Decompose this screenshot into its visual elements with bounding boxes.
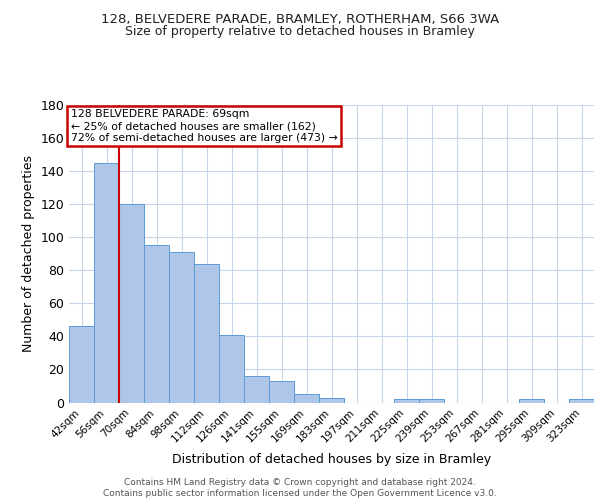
Text: Contains HM Land Registry data © Crown copyright and database right 2024.
Contai: Contains HM Land Registry data © Crown c… [103,478,497,498]
Bar [269,381,294,402]
Text: 128 BELVEDERE PARADE: 69sqm
← 25% of detached houses are smaller (162)
72% of se: 128 BELVEDERE PARADE: 69sqm ← 25% of det… [71,110,337,142]
Text: Size of property relative to detached houses in Bramley: Size of property relative to detached ho… [125,25,475,38]
Bar [144,246,169,402]
Bar [194,264,219,402]
Text: 128, BELVEDERE PARADE, BRAMLEY, ROTHERHAM, S66 3WA: 128, BELVEDERE PARADE, BRAMLEY, ROTHERHA… [101,12,499,26]
X-axis label: Distribution of detached houses by size in Bramley: Distribution of detached houses by size … [172,452,491,466]
Bar [69,326,94,402]
Bar [244,376,269,402]
Bar [169,252,194,402]
Bar [294,394,319,402]
Bar [219,334,244,402]
Bar [519,399,544,402]
Bar [119,204,144,402]
Bar [569,399,594,402]
Y-axis label: Number of detached properties: Number of detached properties [22,155,35,352]
Bar [419,399,444,402]
Bar [94,163,119,402]
Bar [394,399,419,402]
Bar [319,398,344,402]
